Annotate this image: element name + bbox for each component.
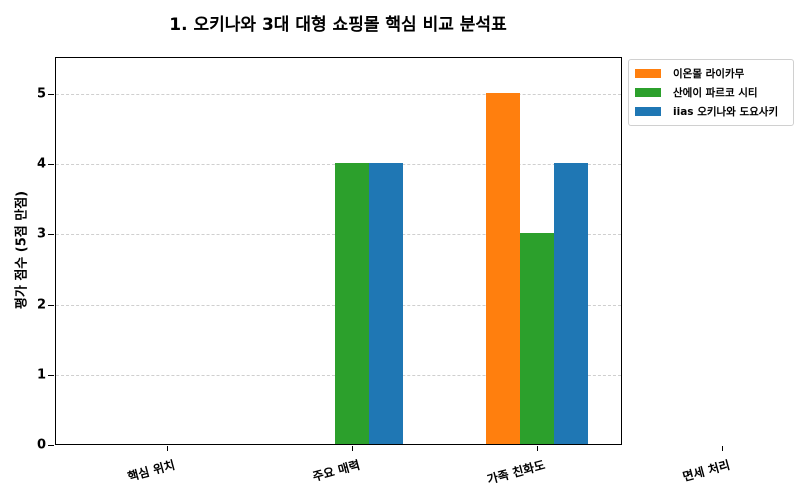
y-tick	[48, 94, 54, 96]
legend-swatch	[635, 107, 661, 116]
x-tick	[352, 446, 353, 451]
y-tick	[48, 304, 54, 306]
x-tick	[537, 446, 538, 451]
y-tick	[48, 234, 54, 236]
bar	[486, 93, 520, 444]
y-tick	[48, 164, 54, 166]
y-tick-label: 2	[36, 297, 46, 313]
x-tick-label: 주요 매력	[311, 457, 362, 484]
y-axis-title: 평가 점수 (5점 만점)	[14, 190, 30, 310]
x-tick-label: 핵심 위치	[126, 457, 177, 484]
legend-swatch	[635, 69, 661, 78]
legend-item: iias 오키나와 도요사키	[635, 102, 787, 121]
x-tick-label: 면세 처리	[681, 457, 732, 484]
y-tick-label: 1	[36, 367, 46, 383]
y-tick-label: 3	[36, 226, 46, 242]
gridline	[56, 94, 621, 96]
bar	[520, 233, 554, 444]
y-tick	[48, 445, 54, 446]
bar	[335, 163, 369, 444]
bar	[554, 163, 588, 444]
bar	[369, 163, 403, 444]
legend-swatch	[635, 88, 661, 97]
y-tick	[48, 374, 54, 376]
x-tick-label: 가족 친화도	[485, 457, 547, 487]
chart-title: 1. 오키나와 3대 대형 쇼핑몰 핵심 비교 분석표	[169, 15, 507, 35]
legend-item: 산에이 파르코 시티	[635, 83, 787, 102]
y-tick-label: 5	[36, 86, 46, 102]
x-tick	[167, 446, 168, 451]
y-tick-label: 4	[36, 156, 46, 172]
plot-area: 0 1 2 3 4 5 핵심 위치 주요 매력 가족 친화도 면세 처리	[37, 57, 731, 487]
y-tick-label: 0	[36, 437, 46, 453]
legend-label: iias 오키나와 도요사키	[673, 106, 779, 118]
legend-label: 이온몰 라이카무	[673, 68, 745, 80]
x-tick	[722, 446, 723, 451]
legend-item: 이온몰 라이카무	[635, 64, 787, 83]
legend-label: 산에이 파르코 시티	[673, 87, 758, 99]
